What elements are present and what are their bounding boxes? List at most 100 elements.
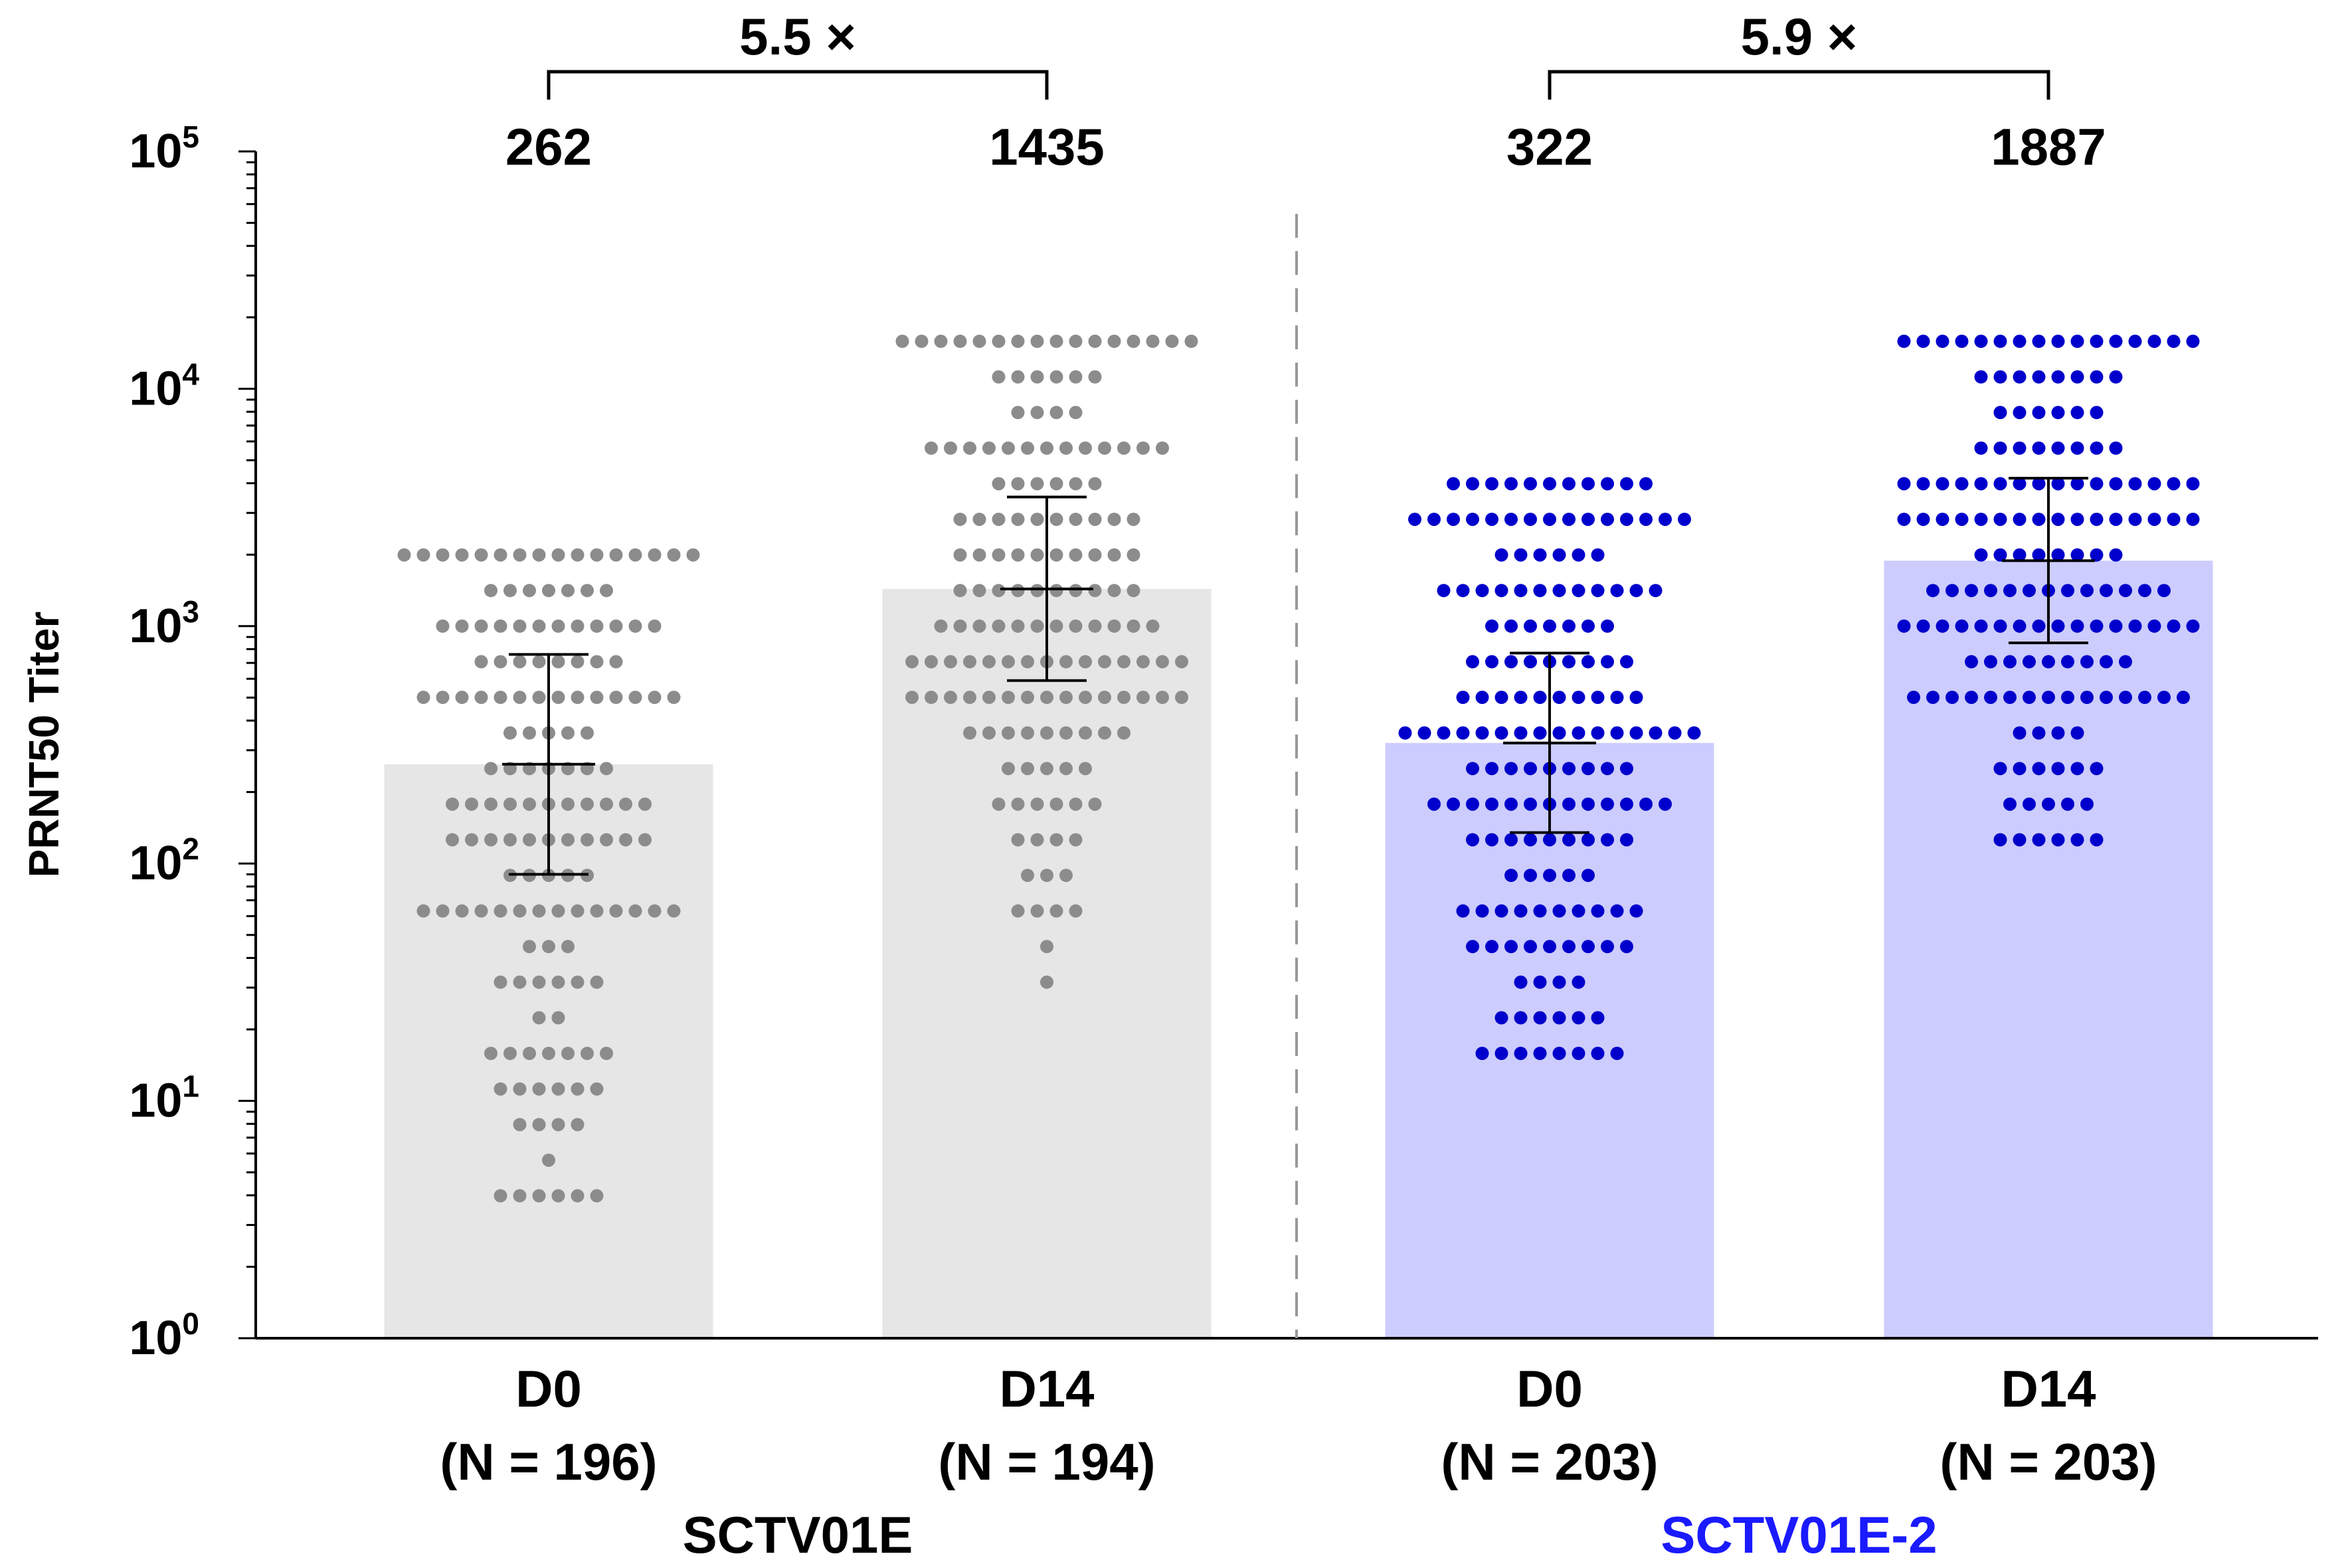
data-point [1926, 691, 1940, 705]
data-point [1993, 548, 2007, 562]
data-point [1079, 655, 1092, 669]
data-point [503, 584, 517, 598]
data-point [1079, 762, 1092, 776]
data-point [2090, 477, 2104, 491]
data-point [523, 797, 536, 811]
data-point [513, 975, 527, 989]
data-point [1562, 477, 1576, 491]
data-point [551, 691, 565, 705]
data-point [523, 940, 536, 954]
data-point [2109, 477, 2123, 491]
data-point [1620, 833, 1633, 847]
data-point [1049, 548, 1063, 562]
data-point [2023, 584, 2036, 598]
data-point [2061, 691, 2074, 705]
data-point [1475, 1047, 1489, 1061]
data-point [1562, 655, 1576, 669]
data-point [542, 1153, 555, 1167]
data-point [2051, 441, 2065, 455]
data-point [2013, 548, 2027, 562]
data-point [1965, 584, 1978, 598]
data-point [1059, 762, 1073, 776]
data-point [1907, 691, 1920, 705]
data-point [1620, 512, 1633, 526]
data-point [600, 762, 613, 776]
data-point [1552, 584, 1566, 598]
data-point [1514, 584, 1528, 598]
data-point [1098, 655, 1111, 669]
data-point [1466, 655, 1479, 669]
data-point [2090, 833, 2104, 847]
data-point [1049, 370, 1063, 384]
data-point [2100, 691, 2113, 705]
data-point [1069, 548, 1083, 562]
data-point [1011, 406, 1025, 420]
data-point [600, 833, 613, 847]
data-point [2090, 548, 2104, 562]
data-point [2138, 584, 2151, 598]
data-point [2090, 334, 2104, 348]
data-point [1040, 869, 1053, 883]
data-point [561, 833, 575, 847]
data-point [944, 441, 957, 455]
data-point [925, 655, 938, 669]
data-point [667, 904, 681, 918]
y-tick-label: 103 [129, 594, 199, 653]
data-point [1581, 619, 1595, 633]
data-point [1543, 619, 1556, 633]
data-point [542, 584, 555, 598]
data-point [1533, 548, 1547, 562]
data-point [436, 691, 450, 705]
data-point [1040, 726, 1053, 740]
data-point [1107, 334, 1121, 348]
data-point [1514, 904, 1528, 918]
data-point [1485, 512, 1498, 526]
gmt-value-label: 1435 [989, 118, 1105, 176]
data-point [1543, 512, 1556, 526]
data-point [1601, 477, 1614, 491]
data-point [484, 584, 497, 598]
data-point [2070, 726, 2084, 740]
data-point [523, 584, 536, 598]
data-point [609, 619, 623, 633]
data-point [1437, 726, 1451, 740]
data-point [1069, 512, 1083, 526]
data-point [2138, 691, 2151, 705]
data-point [2147, 477, 2161, 491]
data-point [2080, 797, 2094, 811]
data-point [925, 441, 938, 455]
data-point [1993, 477, 2007, 491]
data-point [1581, 477, 1595, 491]
x-category-n: (N = 203) [1441, 1433, 1658, 1491]
data-point [484, 762, 497, 776]
data-point [1629, 691, 1643, 705]
data-point [1504, 833, 1518, 847]
data-point [1059, 655, 1073, 669]
data-point [2147, 619, 2161, 633]
data-point [1552, 975, 1566, 989]
data-point [532, 548, 546, 562]
data-point [2051, 477, 2065, 491]
data-point [905, 655, 919, 669]
data-point [1069, 833, 1083, 847]
data-point [1897, 619, 1911, 633]
data-point [561, 726, 575, 740]
data-point [1533, 1047, 1547, 1061]
data-point [1156, 655, 1169, 669]
data-point [1533, 691, 1547, 705]
data-point [2090, 441, 2104, 455]
data-point [1049, 797, 1063, 811]
data-point [1466, 797, 1479, 811]
data-point [1533, 584, 1547, 598]
gmt-value-label: 322 [1506, 118, 1593, 176]
data-point [2032, 512, 2046, 526]
data-point [1591, 1047, 1605, 1061]
data-point [1088, 548, 1102, 562]
data-point [1916, 512, 1930, 526]
data-point [2032, 370, 2046, 384]
data-point [1002, 691, 1015, 705]
data-point [1916, 619, 1930, 633]
y-tick-base: 10 [129, 837, 182, 890]
data-point [532, 1189, 546, 1203]
data-point [944, 655, 957, 669]
